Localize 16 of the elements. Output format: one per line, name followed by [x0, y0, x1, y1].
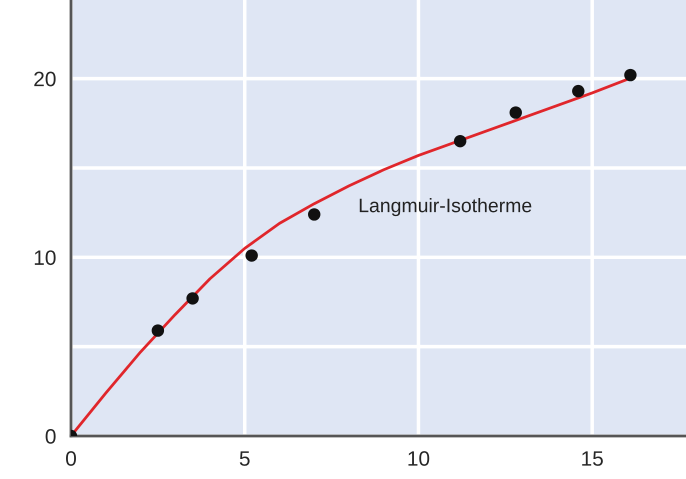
x-tick-label: 5 [240, 451, 250, 466]
y-tick-label: 10 [34, 250, 56, 266]
x-tick-label: 0 [66, 451, 76, 466]
y-tick-label: 20 [34, 72, 56, 86]
point [624, 68, 637, 82]
y-tick-label: 0 [46, 429, 56, 444]
point [454, 134, 466, 148]
point [510, 106, 522, 119]
point [572, 84, 584, 98]
point [186, 292, 199, 305]
point [245, 249, 258, 262]
annotation: Langmuir-Isotherme [360, 198, 532, 216]
x-tick-label: 15 [582, 451, 603, 466]
point [308, 208, 320, 221]
x-tick-label: 10 [408, 451, 430, 466]
point [152, 324, 164, 337]
